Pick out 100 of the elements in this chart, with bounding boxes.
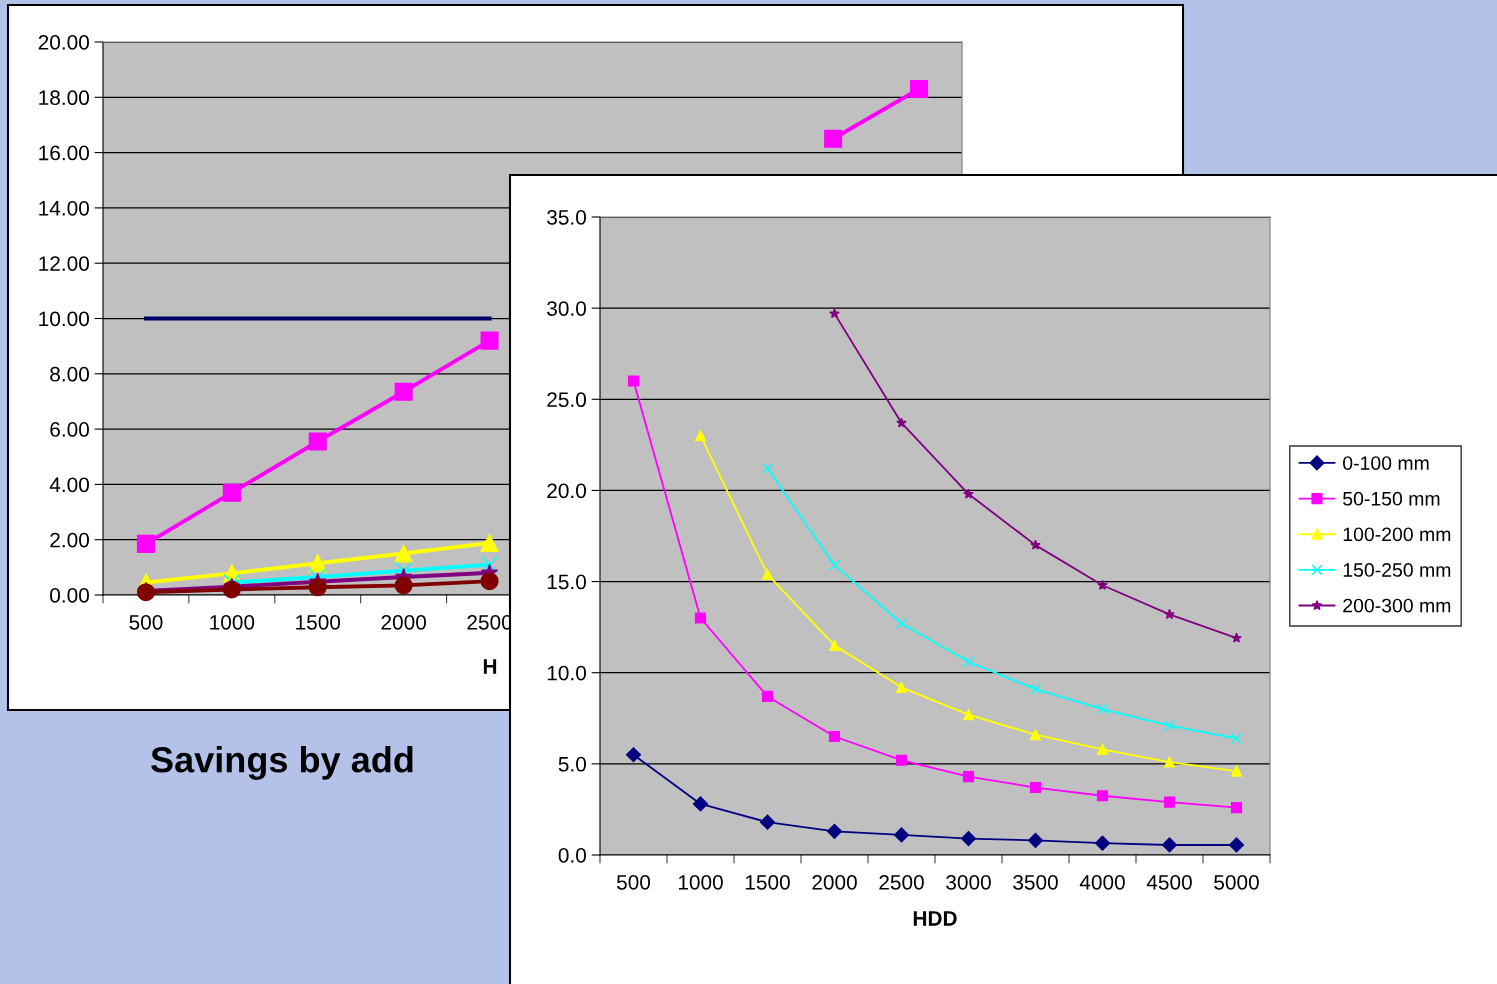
x-tick-label: 1000 bbox=[678, 874, 723, 890]
x-tick-label: 4000 bbox=[1079, 874, 1125, 890]
point bbox=[828, 730, 841, 743]
y-tick-label: 6.00 bbox=[50, 422, 89, 437]
point bbox=[394, 544, 413, 563]
point bbox=[1161, 837, 1178, 853]
point bbox=[1163, 796, 1176, 808]
y-tick-label: 20.0 bbox=[547, 483, 586, 499]
point bbox=[1230, 732, 1243, 744]
x-tick-label: 500 bbox=[616, 874, 651, 890]
legend-label: 150-250 mm bbox=[1343, 563, 1451, 577]
point bbox=[1230, 765, 1243, 777]
x-tick-label: 1500 bbox=[296, 614, 341, 630]
point bbox=[962, 709, 975, 721]
y-tick-label: 8.00 bbox=[50, 366, 89, 382]
point bbox=[1096, 703, 1109, 715]
point bbox=[962, 771, 975, 783]
y-tick-label: 35.0 bbox=[547, 210, 586, 225]
y-tick-label: 25.0 bbox=[547, 392, 586, 408]
point bbox=[761, 568, 774, 580]
x-tick-label: 2500 bbox=[879, 874, 924, 890]
point bbox=[480, 533, 499, 553]
legend-label: 100-200 mm bbox=[1343, 527, 1451, 542]
y-tick-label: 10.0 bbox=[547, 665, 586, 681]
point bbox=[480, 555, 499, 574]
point bbox=[1027, 832, 1044, 848]
point bbox=[1096, 790, 1109, 802]
y-tick-label: 30.0 bbox=[547, 301, 586, 316]
point bbox=[829, 308, 840, 319]
point bbox=[1164, 608, 1175, 620]
point bbox=[962, 656, 975, 668]
point bbox=[826, 823, 843, 839]
y-tick-label: 0.0 bbox=[558, 848, 586, 863]
legend-label: 200-300 mm bbox=[1343, 598, 1451, 613]
legend-label: 50-150 mm bbox=[1343, 491, 1440, 506]
point bbox=[1097, 579, 1108, 590]
x-tick-label: 1000 bbox=[210, 614, 255, 630]
point bbox=[694, 430, 707, 442]
point bbox=[824, 129, 843, 148]
x-tick-label: 2000 bbox=[812, 874, 857, 890]
y-tick-label: 5.0 bbox=[558, 756, 586, 772]
point bbox=[960, 831, 977, 847]
point bbox=[1030, 539, 1041, 550]
point bbox=[1029, 729, 1042, 741]
point bbox=[308, 578, 327, 597]
point bbox=[222, 483, 241, 502]
point bbox=[692, 796, 709, 812]
point bbox=[1096, 743, 1109, 755]
point bbox=[480, 331, 499, 350]
legend-label: 0-100 mm bbox=[1343, 456, 1429, 470]
y-tick-label: 0.00 bbox=[50, 588, 89, 603]
point bbox=[828, 639, 841, 651]
y-tick-label: 14.00 bbox=[39, 200, 89, 216]
point bbox=[893, 827, 910, 843]
point bbox=[910, 79, 929, 99]
point bbox=[895, 617, 908, 630]
point bbox=[394, 382, 413, 401]
y-tick-label: 18.00 bbox=[39, 90, 89, 106]
x-tick-label: 4500 bbox=[1146, 874, 1192, 890]
x-axis-title: HDD bbox=[913, 911, 957, 926]
point bbox=[761, 462, 774, 475]
point bbox=[759, 814, 776, 830]
point bbox=[1163, 756, 1176, 768]
point bbox=[1029, 781, 1042, 794]
point bbox=[895, 681, 908, 693]
y-tick-label: 16.00 bbox=[39, 145, 89, 161]
point bbox=[136, 534, 155, 553]
x-axis-title: H bbox=[483, 659, 497, 674]
point bbox=[963, 488, 974, 499]
y-tick-label: 12.00 bbox=[39, 256, 89, 271]
point bbox=[627, 375, 640, 387]
y-tick-label: 20.00 bbox=[38, 35, 89, 50]
point bbox=[694, 612, 707, 624]
point bbox=[1228, 837, 1245, 853]
point bbox=[308, 432, 327, 451]
y-tick-label: 4.00 bbox=[49, 477, 89, 493]
x-tick-label: 500 bbox=[129, 614, 163, 630]
point bbox=[895, 754, 908, 766]
point bbox=[1029, 683, 1042, 695]
y-tick-label: 10.00 bbox=[39, 311, 89, 327]
point bbox=[896, 417, 907, 428]
point bbox=[480, 572, 499, 591]
point bbox=[308, 554, 327, 573]
x-tick-label: 3500 bbox=[1013, 874, 1058, 890]
text: Savings by add bbox=[151, 746, 413, 780]
y-tick-label: 15.0 bbox=[547, 574, 586, 590]
x-tick-label: 5000 bbox=[1214, 874, 1259, 890]
point bbox=[394, 576, 413, 595]
point bbox=[828, 559, 841, 571]
x-tick-label: 3000 bbox=[946, 874, 991, 890]
point bbox=[1094, 835, 1111, 851]
y-tick-label: 2.00 bbox=[50, 532, 89, 548]
point bbox=[1230, 802, 1243, 814]
point bbox=[1231, 632, 1242, 643]
x-tick-label: 2000 bbox=[381, 614, 427, 630]
x-tick-label: 1500 bbox=[745, 874, 790, 890]
point bbox=[625, 747, 642, 763]
point bbox=[1163, 720, 1176, 732]
point bbox=[222, 580, 241, 599]
point bbox=[761, 690, 774, 702]
